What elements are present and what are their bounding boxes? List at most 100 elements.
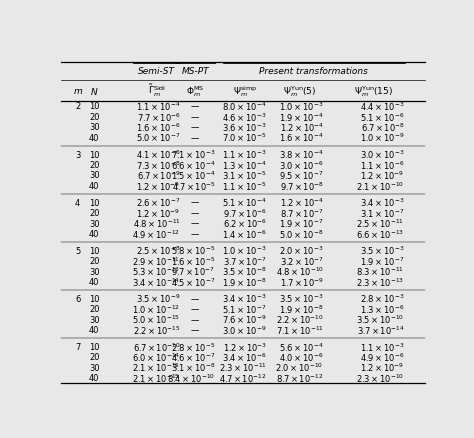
Text: $7.6 \times 10^{-9}$: $7.6 \times 10^{-9}$ bbox=[222, 313, 267, 325]
Text: $3.5 \times 10^{-3}$: $3.5 \times 10^{-3}$ bbox=[279, 293, 324, 305]
Text: $6.6 \times 10^{-13}$: $6.6 \times 10^{-13}$ bbox=[356, 228, 405, 240]
Text: 4: 4 bbox=[75, 198, 80, 207]
Text: 20: 20 bbox=[89, 161, 100, 170]
Text: —: — bbox=[191, 325, 200, 334]
Text: $9.7 \times 10^{-6}$: $9.7 \times 10^{-6}$ bbox=[223, 207, 267, 219]
Text: $\Psi_m^{\mathrm{simp}}$: $\Psi_m^{\mathrm{simp}}$ bbox=[233, 84, 257, 99]
Text: —: — bbox=[191, 294, 200, 303]
Text: 10: 10 bbox=[89, 198, 100, 207]
Text: —: — bbox=[191, 123, 200, 132]
Text: $1.4 \times 10^{-6}$: $1.4 \times 10^{-6}$ bbox=[222, 228, 267, 240]
Text: $5.8 \times 10^{-5}$: $5.8 \times 10^{-5}$ bbox=[171, 244, 215, 257]
Text: $5.1 \times 10^{-7}$: $5.1 \times 10^{-7}$ bbox=[222, 303, 267, 315]
Text: $2.2 \times 10^{-10}$: $2.2 \times 10^{-10}$ bbox=[276, 313, 324, 325]
Text: Present transformations: Present transformations bbox=[259, 67, 368, 75]
Text: 40: 40 bbox=[89, 325, 100, 334]
Text: $4.4 \times 10^{-3}$: $4.4 \times 10^{-3}$ bbox=[360, 100, 405, 113]
Text: $1.7 \times 10^{-9}$: $1.7 \times 10^{-9}$ bbox=[280, 276, 324, 288]
Text: 20: 20 bbox=[89, 304, 100, 314]
Text: $4.9 \times 10^{-12}$: $4.9 \times 10^{-12}$ bbox=[132, 228, 181, 240]
Text: $8.7 \times 10^{-12}$: $8.7 \times 10^{-12}$ bbox=[276, 372, 324, 384]
Text: $4.7 \times 10^{-5}$: $4.7 \times 10^{-5}$ bbox=[172, 180, 215, 192]
Text: $m$: $m$ bbox=[73, 86, 82, 95]
Text: $5.1 \times 10^{-4}$: $5.1 \times 10^{-4}$ bbox=[222, 197, 267, 209]
Text: $\Psi_m^{\mathrm{Yun}}(5)$: $\Psi_m^{\mathrm{Yun}}(5)$ bbox=[283, 84, 317, 99]
Text: $9.7 \times 10^{-7}$: $9.7 \times 10^{-7}$ bbox=[172, 265, 215, 278]
Text: $1.2 \times 10^{-4}$: $1.2 \times 10^{-4}$ bbox=[280, 197, 324, 209]
Text: $4.0 \times 10^{-6}$: $4.0 \times 10^{-6}$ bbox=[279, 351, 324, 363]
Text: $3.4 \times 10^{-3}$: $3.4 \times 10^{-3}$ bbox=[222, 293, 267, 305]
Text: 30: 30 bbox=[89, 315, 100, 324]
Text: $N$: $N$ bbox=[90, 85, 99, 96]
Text: $8.7 \times 10^{-7}$: $8.7 \times 10^{-7}$ bbox=[280, 207, 324, 219]
Text: 10: 10 bbox=[89, 294, 100, 303]
Text: $1.2 \times 10^{-9}$: $1.2 \times 10^{-9}$ bbox=[137, 207, 181, 219]
Text: $7.1 \times 10^{-3}$: $7.1 \times 10^{-3}$ bbox=[171, 148, 215, 161]
Text: $2.1 \times 10^{-10}$: $2.1 \times 10^{-10}$ bbox=[356, 180, 405, 192]
Text: $1.2 \times 10^{-9}$: $1.2 \times 10^{-9}$ bbox=[361, 170, 405, 182]
Text: $6.7 \times 10^{-9}$: $6.7 \times 10^{-9}$ bbox=[137, 170, 181, 182]
Text: $1.1 \times 10^{-5}$: $1.1 \times 10^{-5}$ bbox=[222, 180, 267, 192]
Text: 10: 10 bbox=[89, 102, 100, 111]
Text: $4.1 \times 10^{-6}$: $4.1 \times 10^{-6}$ bbox=[136, 148, 181, 161]
Text: 30: 30 bbox=[89, 219, 100, 228]
Text: $2.0 \times 10^{-10}$: $2.0 \times 10^{-10}$ bbox=[275, 361, 324, 374]
Text: $3.0 \times 10^{-9}$: $3.0 \times 10^{-9}$ bbox=[222, 324, 267, 336]
Text: $1.3 \times 10^{-6}$: $1.3 \times 10^{-6}$ bbox=[360, 303, 405, 315]
Text: $5.0 \times 10^{-8}$: $5.0 \times 10^{-8}$ bbox=[279, 228, 324, 240]
Text: $1.9 \times 10^{-8}$: $1.9 \times 10^{-8}$ bbox=[279, 303, 324, 315]
Text: $1.9 \times 10^{-7}$: $1.9 \times 10^{-7}$ bbox=[360, 255, 405, 267]
Text: $2.0 \times 10^{-3}$: $2.0 \times 10^{-3}$ bbox=[279, 244, 324, 257]
Text: —: — bbox=[191, 198, 200, 207]
Text: $4.9 \times 10^{-6}$: $4.9 \times 10^{-6}$ bbox=[360, 351, 405, 363]
Text: $7.1 \times 10^{-11}$: $7.1 \times 10^{-11}$ bbox=[275, 324, 324, 336]
Text: $3.5 \times 10^{-10}$: $3.5 \times 10^{-10}$ bbox=[356, 313, 405, 325]
Text: $3.1 \times 10^{-5}$: $3.1 \times 10^{-5}$ bbox=[222, 170, 267, 182]
Text: $1.0 \times 10^{-9}$: $1.0 \times 10^{-9}$ bbox=[360, 132, 405, 144]
Text: MS-PT: MS-PT bbox=[182, 67, 209, 75]
Text: $1.1 \times 10^{-6}$: $1.1 \times 10^{-6}$ bbox=[360, 159, 405, 171]
Text: —: — bbox=[191, 208, 200, 218]
Text: 7: 7 bbox=[75, 342, 80, 351]
Text: $7.7 \times 10^{-6}$: $7.7 \times 10^{-6}$ bbox=[137, 111, 181, 123]
Text: —: — bbox=[191, 113, 200, 122]
Text: $3.0 \times 10^{-6}$: $3.0 \times 10^{-6}$ bbox=[279, 159, 324, 171]
Text: 6: 6 bbox=[75, 294, 80, 303]
Text: $6.7 \times 10^{-8}$: $6.7 \times 10^{-8}$ bbox=[361, 121, 405, 134]
Text: $1.0 \times 10^{-12}$: $1.0 \times 10^{-12}$ bbox=[132, 303, 181, 315]
Text: —: — bbox=[191, 102, 200, 111]
Text: $1.3 \times 10^{-4}$: $1.3 \times 10^{-4}$ bbox=[222, 159, 267, 171]
Text: $3.4 \times 10^{-6}$: $3.4 \times 10^{-6}$ bbox=[222, 351, 267, 363]
Text: 30: 30 bbox=[89, 267, 100, 276]
Text: $5.0 \times 10^{-7}$: $5.0 \times 10^{-7}$ bbox=[136, 132, 181, 144]
Text: $3.6 \times 10^{-3}$: $3.6 \times 10^{-3}$ bbox=[222, 121, 267, 134]
Text: $2.3 \times 10^{-10}$: $2.3 \times 10^{-10}$ bbox=[356, 372, 405, 384]
Text: $5.1 \times 10^{-6}$: $5.1 \times 10^{-6}$ bbox=[360, 111, 405, 123]
Text: $5.6 \times 10^{-4}$: $5.6 \times 10^{-4}$ bbox=[279, 340, 324, 353]
Text: $3.4 \times 10^{-14}$: $3.4 \times 10^{-14}$ bbox=[132, 276, 181, 288]
Text: $2.5 \times 10^{-11}$: $2.5 \times 10^{-11}$ bbox=[356, 217, 405, 230]
Text: 30: 30 bbox=[89, 171, 100, 180]
Text: $2.8 \times 10^{-5}$: $2.8 \times 10^{-5}$ bbox=[171, 340, 215, 353]
Text: $2.3 \times 10^{-11}$: $2.3 \times 10^{-11}$ bbox=[219, 361, 267, 374]
Text: $2.5 \times 10^{-8}$: $2.5 \times 10^{-8}$ bbox=[136, 244, 181, 257]
Text: $1.2 \times 10^{-3}$: $1.2 \times 10^{-3}$ bbox=[223, 340, 267, 353]
Text: $7.3 \times 10^{-8}$: $7.3 \times 10^{-8}$ bbox=[136, 159, 181, 171]
Text: $4.8 \times 10^{-10}$: $4.8 \times 10^{-10}$ bbox=[276, 265, 324, 278]
Text: $6.2 \times 10^{-6}$: $6.2 \times 10^{-6}$ bbox=[223, 217, 267, 230]
Text: $5.0 \times 10^{-15}$: $5.0 \times 10^{-15}$ bbox=[132, 313, 181, 325]
Text: $4.8 \times 10^{-11}$: $4.8 \times 10^{-11}$ bbox=[133, 217, 181, 230]
Text: $3.1 \times 10^{-7}$: $3.1 \times 10^{-7}$ bbox=[360, 207, 405, 219]
Text: $3.0 \times 10^{-3}$: $3.0 \times 10^{-3}$ bbox=[360, 148, 405, 161]
Text: $6.0 \times 10^{-14}$: $6.0 \times 10^{-14}$ bbox=[132, 351, 181, 363]
Text: $3.1 \times 10^{-8}$: $3.1 \times 10^{-8}$ bbox=[171, 361, 215, 374]
Text: 2: 2 bbox=[75, 102, 80, 111]
Text: $1.2 \times 10^{-9}$: $1.2 \times 10^{-9}$ bbox=[137, 180, 181, 192]
Text: $3.2 \times 10^{-7}$: $3.2 \times 10^{-7}$ bbox=[280, 255, 324, 267]
Text: 10: 10 bbox=[89, 342, 100, 351]
Text: $4.6 \times 10^{-3}$: $4.6 \times 10^{-3}$ bbox=[222, 111, 267, 123]
Text: 30: 30 bbox=[89, 363, 100, 372]
Text: 10: 10 bbox=[89, 150, 100, 159]
Text: $3.8 \times 10^{-4}$: $3.8 \times 10^{-4}$ bbox=[279, 148, 324, 161]
Text: 40: 40 bbox=[89, 373, 100, 382]
